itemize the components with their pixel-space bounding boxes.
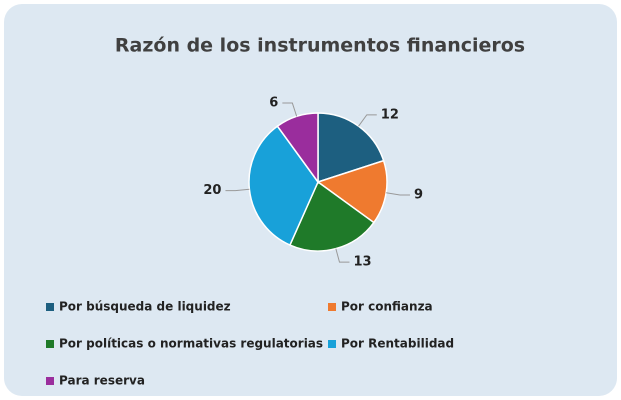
- legend-label: Por búsqueda de liquidez: [59, 300, 231, 314]
- legend-label: Por políticas o normativas regulatorias: [59, 337, 323, 351]
- leader-line: [358, 114, 377, 127]
- legend-swatch: [46, 340, 54, 348]
- pie-slice: [248, 125, 319, 247]
- legend-swatch: [328, 303, 336, 311]
- pie-slice: [317, 112, 385, 184]
- legend-label: Por confianza: [341, 300, 433, 314]
- leader-line: [225, 188, 250, 192]
- legend-swatch: [328, 340, 336, 348]
- leader-line: [335, 248, 350, 263]
- data-label: 13: [353, 255, 371, 270]
- leader-line: [386, 192, 410, 196]
- data-label: 9: [414, 187, 423, 202]
- chart-title: Razón de los instrumentos financieros: [115, 35, 525, 57]
- pie-slice: [276, 112, 319, 185]
- data-label: 20: [203, 183, 221, 198]
- legend-label: Por Rentabilidad: [341, 337, 454, 351]
- legend-swatch: [46, 377, 54, 385]
- legend-swatch: [46, 303, 54, 311]
- data-label: 12: [381, 107, 399, 122]
- legend-label: Para reserva: [59, 374, 145, 388]
- pie-slice: [316, 159, 388, 224]
- data-label: 6: [269, 96, 278, 111]
- leader-line: [282, 102, 298, 117]
